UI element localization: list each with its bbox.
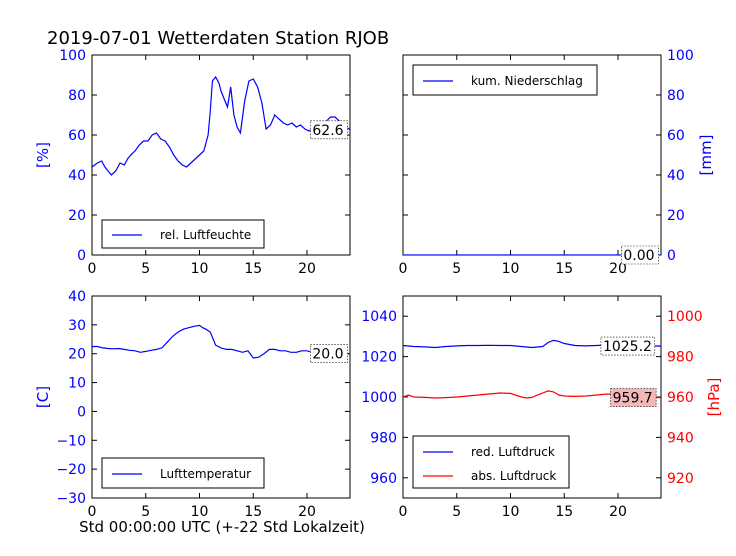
pressure-red-current-value: 1025.2 [603,339,652,355]
x-tick-label: 10 [191,504,209,520]
y-axis-label: [%] [34,142,52,168]
figure-title: 2019-07-01 Wetterdaten Station RJOB [47,28,389,49]
pressure-abs-current-value: 959.7 [613,391,653,407]
y2-tick-label: 920 [667,471,694,487]
x-axis-label: Std 00:00:00 UTC (+-22 Std Lokalzeit) [79,518,365,536]
precipitation-current-value: 0.00 [623,248,654,264]
temperature-current-value: 20.0 [312,347,343,363]
y2-tick-label: 940 [667,430,694,446]
temperature-panel: 0 5 10 15 20 −30 −20 −10 0 10 20 30 40 [C] Lufttempera… [34,289,351,520]
pressure-panel: 0 5 10 15 20 960 980 1000 1020 1040 920 940 960 980 10… [361,295,723,520]
x-tick-label: 15 [555,261,573,277]
x-tick-label: 0 [399,261,408,277]
y-tick-label: 40 [667,168,685,184]
temperature-frame [91,295,351,499]
pressure-red-current-value-box [600,336,656,356]
humidity-current-value: 62.6 [312,123,343,139]
precipitation-current-value-box [621,245,659,265]
y-tick-label: 20 [68,347,86,363]
precipitation-legend-box [412,64,598,96]
pressure-series-line-1 [403,390,661,399]
x-tick-label: 5 [452,261,461,277]
y-tick-label: 0 [77,404,86,420]
y-tick-label: 40 [68,289,86,305]
x-tick-label: 10 [191,261,209,277]
x-tick-label: 5 [141,504,150,520]
x-tick-label: 15 [555,504,573,520]
humidity-panel: 0 5 10 15 20 0 20 40 60 80 100 [%] rel. Luftfeuchte 6… [34,48,351,277]
y-tick-label: 0 [667,248,676,264]
y-axis-label: [mm] [697,135,715,176]
temperature-legend-box [101,457,265,489]
x-tick-label: 0 [88,504,97,520]
humidity-legend-label-0: rel. Luftfeuchte [160,228,251,242]
x-tick-label: 10 [502,504,520,520]
y-tick-label: 80 [667,88,685,104]
y-tick-label: 960 [370,471,397,487]
temperature-series-line-0 [92,324,350,359]
x-tick-label: 0 [399,504,408,520]
y-tick-label: 980 [370,430,397,446]
y-tick-label: −30 [56,491,86,507]
humidity-current-value-box [310,120,348,140]
y2-axis-label: [hPa] [705,378,723,417]
y-tick-label: 80 [68,88,86,104]
y2-tick-label: 960 [667,390,694,406]
precipitation-legend-label-0: kum. Niederschlag [471,74,583,88]
x-tick-label: 5 [452,504,461,520]
x-tick-label: 0 [88,261,97,277]
x-tick-label: 15 [244,261,262,277]
y-tick-label: 20 [68,208,86,224]
pressure-legend-box [412,435,570,489]
y-axis-label: [C] [34,386,52,408]
y-tick-label: 100 [59,48,86,64]
x-tick-label: 10 [502,261,520,277]
y-tick-label: 1020 [361,350,397,366]
humidity-legend-box [101,219,265,249]
x-tick-label: 5 [141,261,150,277]
x-tick-label: 20 [609,504,627,520]
humidity-frame [91,54,351,256]
x-tick-label: 20 [298,261,316,277]
y-tick-label: 30 [68,318,86,334]
precipitation-panel: 0 5 10 15 20 0 20 40 60 80 100 [mm] kum. Niederschla… [399,48,715,277]
y-tick-label: 1000 [361,390,397,406]
pressure-legend-label-0: red. Luftdruck [471,445,555,459]
y-tick-label: 40 [68,168,86,184]
y-tick-label: −20 [56,462,86,478]
pressure-legend-label-1: abs. Luftdruck [471,469,556,483]
temperature-current-value-box [310,344,348,364]
y-tick-label: 60 [667,128,685,144]
x-tick-label: 20 [298,504,316,520]
y2-tick-label: 1000 [667,309,703,325]
y2-tick-label: 980 [667,350,694,366]
x-tick-label: 15 [244,504,262,520]
humidity-series-line-0 [92,75,350,176]
y-tick-label: 10 [68,376,86,392]
pressure-abs-current-value-box [610,388,657,407]
temperature-legend-label-0: Lufttemperatur [160,467,251,481]
y-tick-label: 20 [667,208,685,224]
y-tick-label: 0 [77,248,86,264]
x-tick-label: 20 [609,261,627,277]
y-tick-label: −10 [56,433,86,449]
y-tick-label: 60 [68,128,86,144]
y-tick-label: 100 [667,48,694,64]
y-tick-label: 1040 [361,309,397,325]
